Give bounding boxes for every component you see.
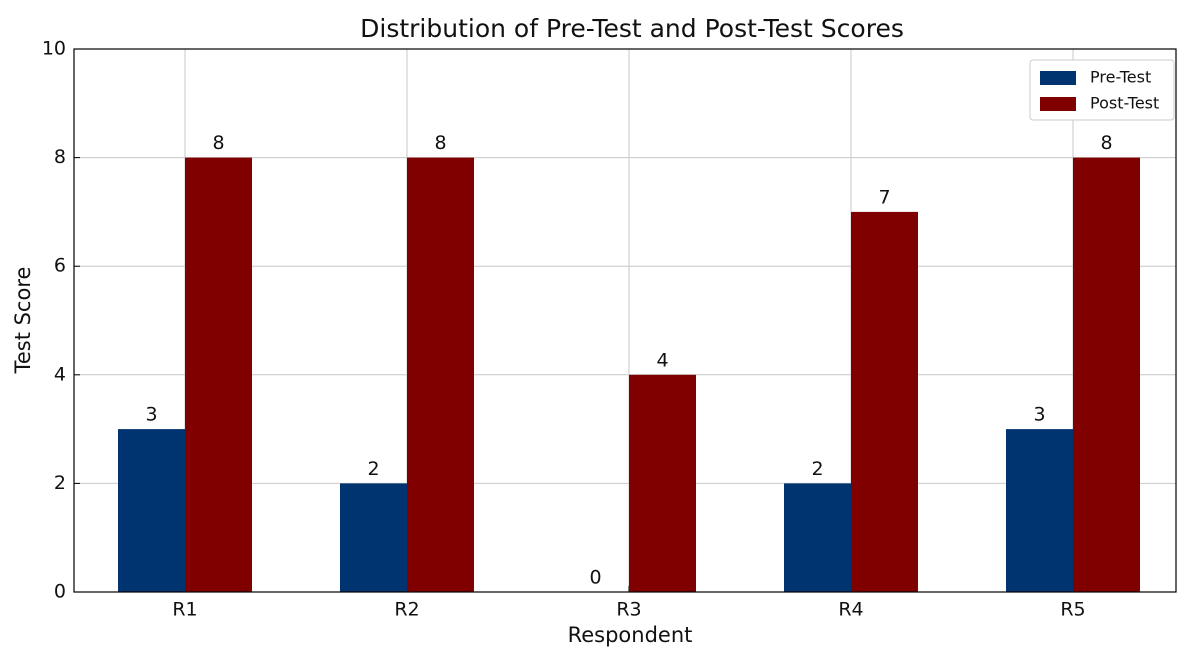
bar	[1006, 429, 1073, 592]
y-tick-label: 0	[54, 581, 66, 603]
bar	[851, 211, 918, 592]
x-tick-label: R5	[1060, 599, 1085, 621]
data-label: 8	[434, 132, 446, 154]
bar	[185, 157, 252, 592]
x-tick-label: R4	[838, 599, 863, 621]
x-axis-label: Respondent	[568, 623, 693, 647]
bar	[340, 483, 407, 592]
data-label: 0	[589, 567, 601, 589]
legend-swatch	[1040, 71, 1076, 85]
bar	[1073, 157, 1140, 592]
data-label: 8	[212, 132, 224, 154]
y-tick-label: 6	[54, 255, 66, 277]
bar	[118, 429, 185, 592]
bar	[407, 157, 474, 592]
bar	[784, 483, 851, 592]
bar	[629, 374, 696, 592]
y-axis-label: Test Score	[11, 267, 35, 375]
data-label: 2	[367, 458, 379, 480]
legend-swatch	[1040, 97, 1076, 111]
x-tick-label: R2	[394, 599, 419, 621]
data-label: 3	[145, 404, 157, 426]
plot-frame	[73, 48, 1177, 593]
legend-label: Post-Test	[1090, 94, 1159, 113]
x-tick-label: R3	[616, 599, 641, 621]
y-tick-label: 4	[54, 363, 66, 385]
legend-label: Pre-Test	[1090, 68, 1151, 87]
y-tick-label: 8	[54, 146, 66, 168]
data-label: 2	[811, 458, 823, 480]
data-label: 3	[1033, 404, 1045, 426]
data-label: 8	[1100, 132, 1112, 154]
chart-title: Distribution of Pre-Test and Post-Test S…	[360, 14, 904, 43]
x-tick-label: R1	[172, 599, 197, 621]
y-tick-label: 10	[42, 38, 66, 60]
data-label: 7	[878, 186, 890, 208]
y-tick-label: 2	[54, 472, 66, 494]
data-label: 4	[656, 349, 668, 371]
